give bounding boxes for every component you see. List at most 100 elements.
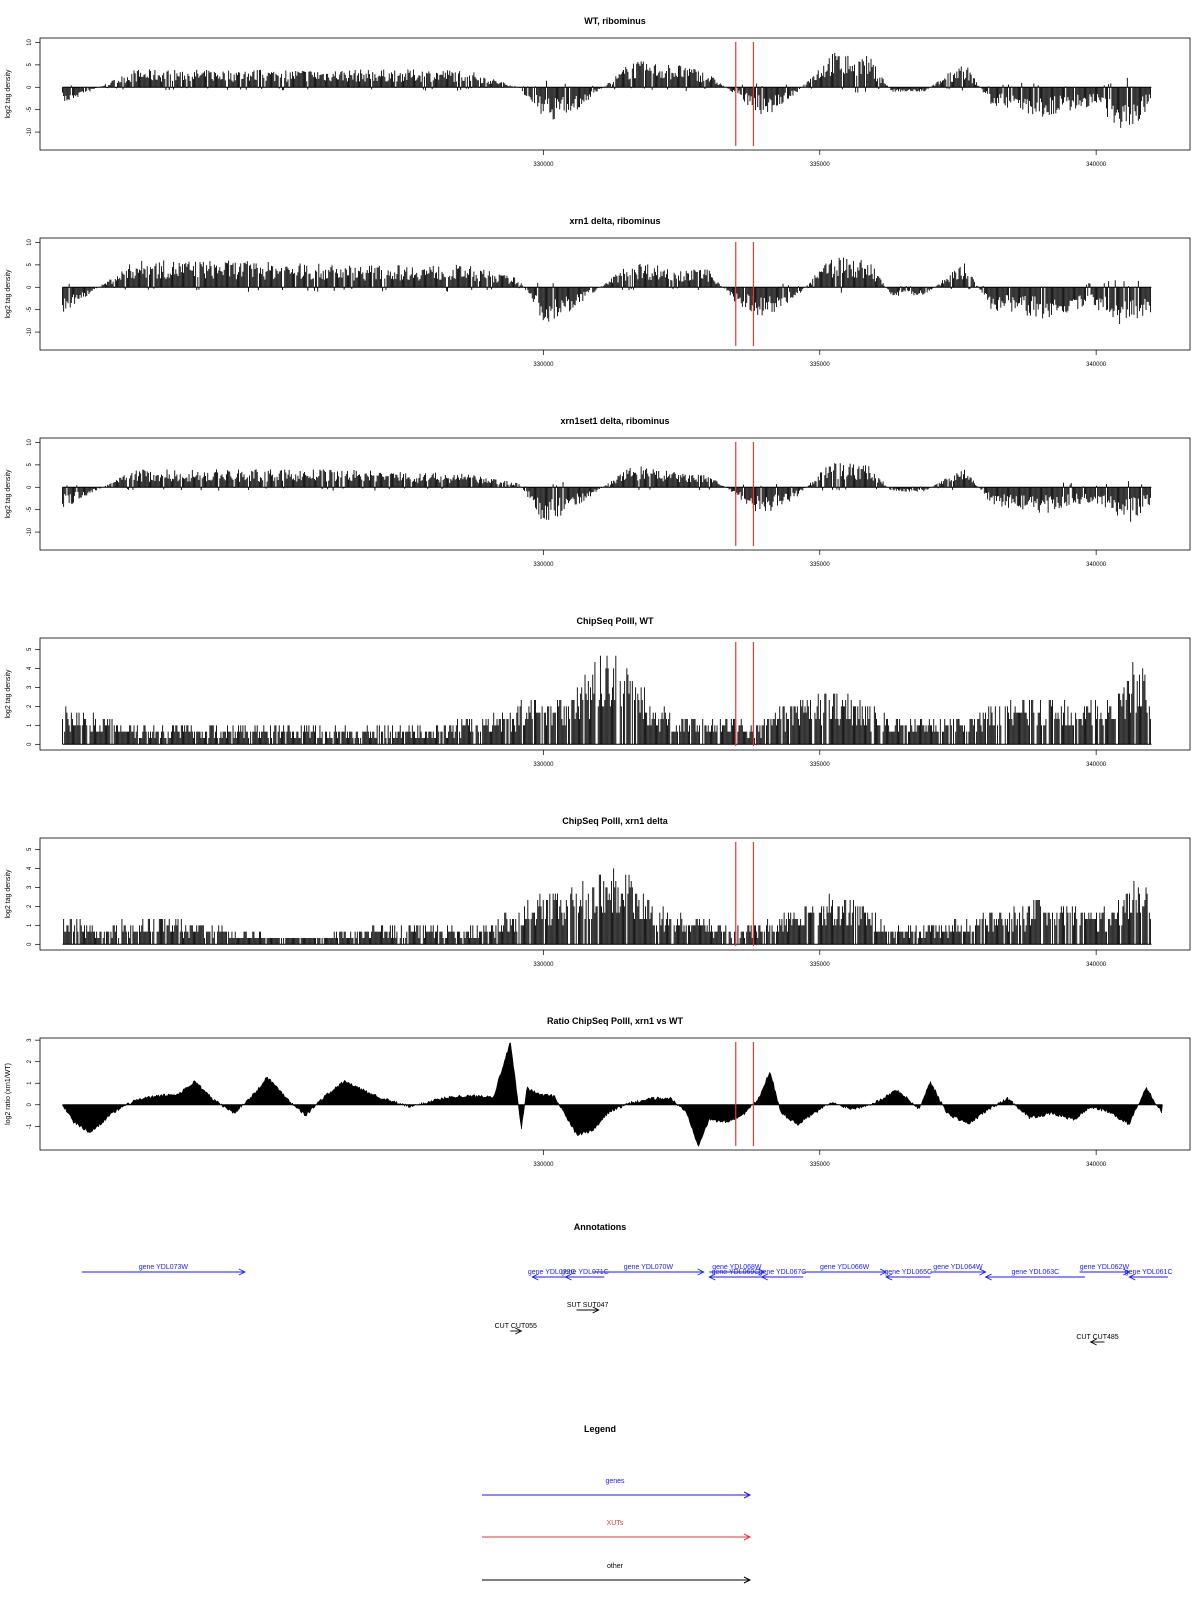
annotation-label: gene YDL070W	[624, 1264, 674, 1271]
y-tick-label: 1	[27, 1081, 33, 1085]
ratio-area-series	[62, 1042, 1163, 1148]
y-tick-label: 0	[27, 1102, 33, 1106]
x-tick-label: 335000	[810, 762, 831, 768]
y-tick-label: 0	[27, 742, 33, 746]
x-tick-label: 335000	[810, 562, 831, 568]
arrowhead-icon	[1123, 1268, 1131, 1276]
plot-frame	[39, 837, 1191, 951]
annotation-feature: gene YDL065C	[884, 1269, 932, 1281]
y-tick-label: 0	[27, 85, 33, 89]
track-panel-1: WT, ribominus log2 tag density -10 -5 0 5 10 33…	[5, 16, 1191, 168]
annotation-feature: gene YDL073W	[81, 1264, 246, 1276]
y-tick-label: 0	[27, 485, 33, 489]
x-tick-label: 340000	[1086, 762, 1107, 768]
legend-label: XUTs	[607, 1520, 624, 1527]
x-tick-label: 335000	[810, 962, 831, 968]
x-tick-label: 330000	[533, 562, 554, 568]
track-panel-6: Ratio ChipSeq PolII, xrn1 vs WT log2 rati…	[5, 1016, 1191, 1168]
legend-panel: Legend genes XUTs other	[482, 1424, 752, 1584]
y-tick-label: 10	[27, 238, 33, 245]
arrowhead-icon	[1128, 1273, 1136, 1281]
arrowhead-icon	[592, 1306, 600, 1314]
x-tick-label: 330000	[533, 362, 554, 368]
annotation-label: gene YDL061C	[1125, 1269, 1173, 1276]
y-tick-label: 3	[27, 685, 33, 689]
y-tick-label: 0	[27, 285, 33, 289]
legend-label: other	[607, 1563, 624, 1570]
annotation-feature: gene YDL064W	[930, 1264, 987, 1276]
y-tick-label: 5	[27, 263, 33, 267]
x-tick-label: 340000	[1086, 162, 1107, 168]
annotation-label: gene YDL067C	[759, 1269, 807, 1276]
legend-title: Legend	[584, 1424, 616, 1434]
legend-entry: XUTs	[482, 1520, 752, 1541]
y-axis-label: log2 tag density	[5, 269, 12, 319]
y-axis-label: log2 ratio (xrn1/WT)	[5, 1063, 12, 1125]
track-panel-3: xrn1set1 delta, ribominus log2 tag densit…	[5, 416, 1191, 568]
annotation-label: gene YDL071C	[561, 1269, 609, 1276]
arrowhead-icon	[1089, 1338, 1097, 1346]
arrowhead-icon	[743, 1491, 752, 1499]
x-tick-label: 340000	[1086, 962, 1107, 968]
y-axis-label: log2 tag density	[5, 669, 12, 719]
y-tick-label: 3	[27, 885, 33, 889]
arrowhead-icon	[760, 1273, 768, 1281]
y-tick-label: 4	[27, 666, 33, 670]
plot-frame	[39, 237, 1191, 351]
y-tick-label: -10	[27, 527, 33, 536]
x-tick-label: 335000	[810, 162, 831, 168]
annotation-label: gene YDL062W	[1080, 1264, 1130, 1271]
legend-entry: genes	[482, 1478, 752, 1499]
y-tick-label: 0	[27, 942, 33, 946]
y-tick-label: 5	[27, 463, 33, 467]
track-title: xrn1 delta, ribominus	[569, 216, 660, 226]
y-tick-label: 10	[27, 38, 33, 45]
bar-series	[62, 52, 1151, 128]
arrowhead-icon	[979, 1268, 987, 1276]
legend-entry: other	[482, 1563, 752, 1584]
annotation-label: gene YDL065C	[884, 1269, 932, 1276]
arrowhead-icon	[743, 1576, 752, 1584]
y-tick-label: 5	[27, 847, 33, 851]
annotation-label: CUT CUT485	[1076, 1334, 1118, 1341]
y-tick-label: -5	[27, 106, 33, 112]
arrowhead-icon	[238, 1268, 246, 1276]
track-title: ChipSeq PolII, WT	[577, 616, 654, 626]
track-title: Ratio ChipSeq PolII, xrn1 vs WT	[547, 1016, 684, 1026]
y-tick-label: -10	[27, 127, 33, 136]
arrowhead-icon	[879, 1268, 888, 1276]
annotation-label: gene YDL066W	[820, 1264, 870, 1271]
x-tick-label: 340000	[1086, 362, 1107, 368]
annotation-label: gene YDL064W	[933, 1264, 983, 1271]
annotation-feature: gene YDL071C	[561, 1269, 609, 1281]
arrowhead-icon	[515, 1327, 523, 1335]
track-title: WT, ribominus	[584, 16, 646, 26]
annotation-feature: gene YDL070W	[593, 1264, 705, 1276]
annotation-label: SUT SUT047	[567, 1302, 609, 1309]
bar-series	[62, 463, 1151, 522]
annotation-feature: gene YDL063C	[984, 1269, 1086, 1281]
annotation-label: CUT CUT055	[495, 1323, 537, 1330]
y-tick-label: 5	[27, 647, 33, 651]
annotation-label: gene YDL069C	[712, 1269, 760, 1276]
annotation-label: gene YDL072C	[528, 1269, 576, 1276]
track-panel-4: ChipSeq PolII, WT log2 tag density 0 1 2 3 4 5 3…	[5, 616, 1191, 768]
x-tick-label: 330000	[533, 1162, 554, 1168]
track-panel-5: ChipSeq PolII, xrn1 delta log2 tag densit…	[5, 816, 1191, 968]
x-tick-label: 335000	[810, 1162, 831, 1168]
annotation-feature: gene YDL069C	[708, 1269, 762, 1281]
annotation-feature: gene YDL066W	[803, 1264, 888, 1276]
arrowhead-icon	[758, 1268, 766, 1276]
annotation-feature: CUT CUT485	[1076, 1334, 1119, 1346]
y-tick-label: 2	[27, 904, 33, 908]
y-tick-label: -10	[27, 327, 33, 336]
track-title: ChipSeq PolII, xrn1 delta	[562, 816, 669, 826]
annotation-feature: CUT CUT055	[495, 1323, 537, 1335]
y-axis-label: log2 tag density	[5, 69, 12, 119]
y-tick-label: 2	[27, 1059, 33, 1063]
y-tick-label: -5	[27, 306, 33, 312]
y-tick-label: 3	[27, 1038, 33, 1042]
y-tick-label: 5	[27, 63, 33, 67]
